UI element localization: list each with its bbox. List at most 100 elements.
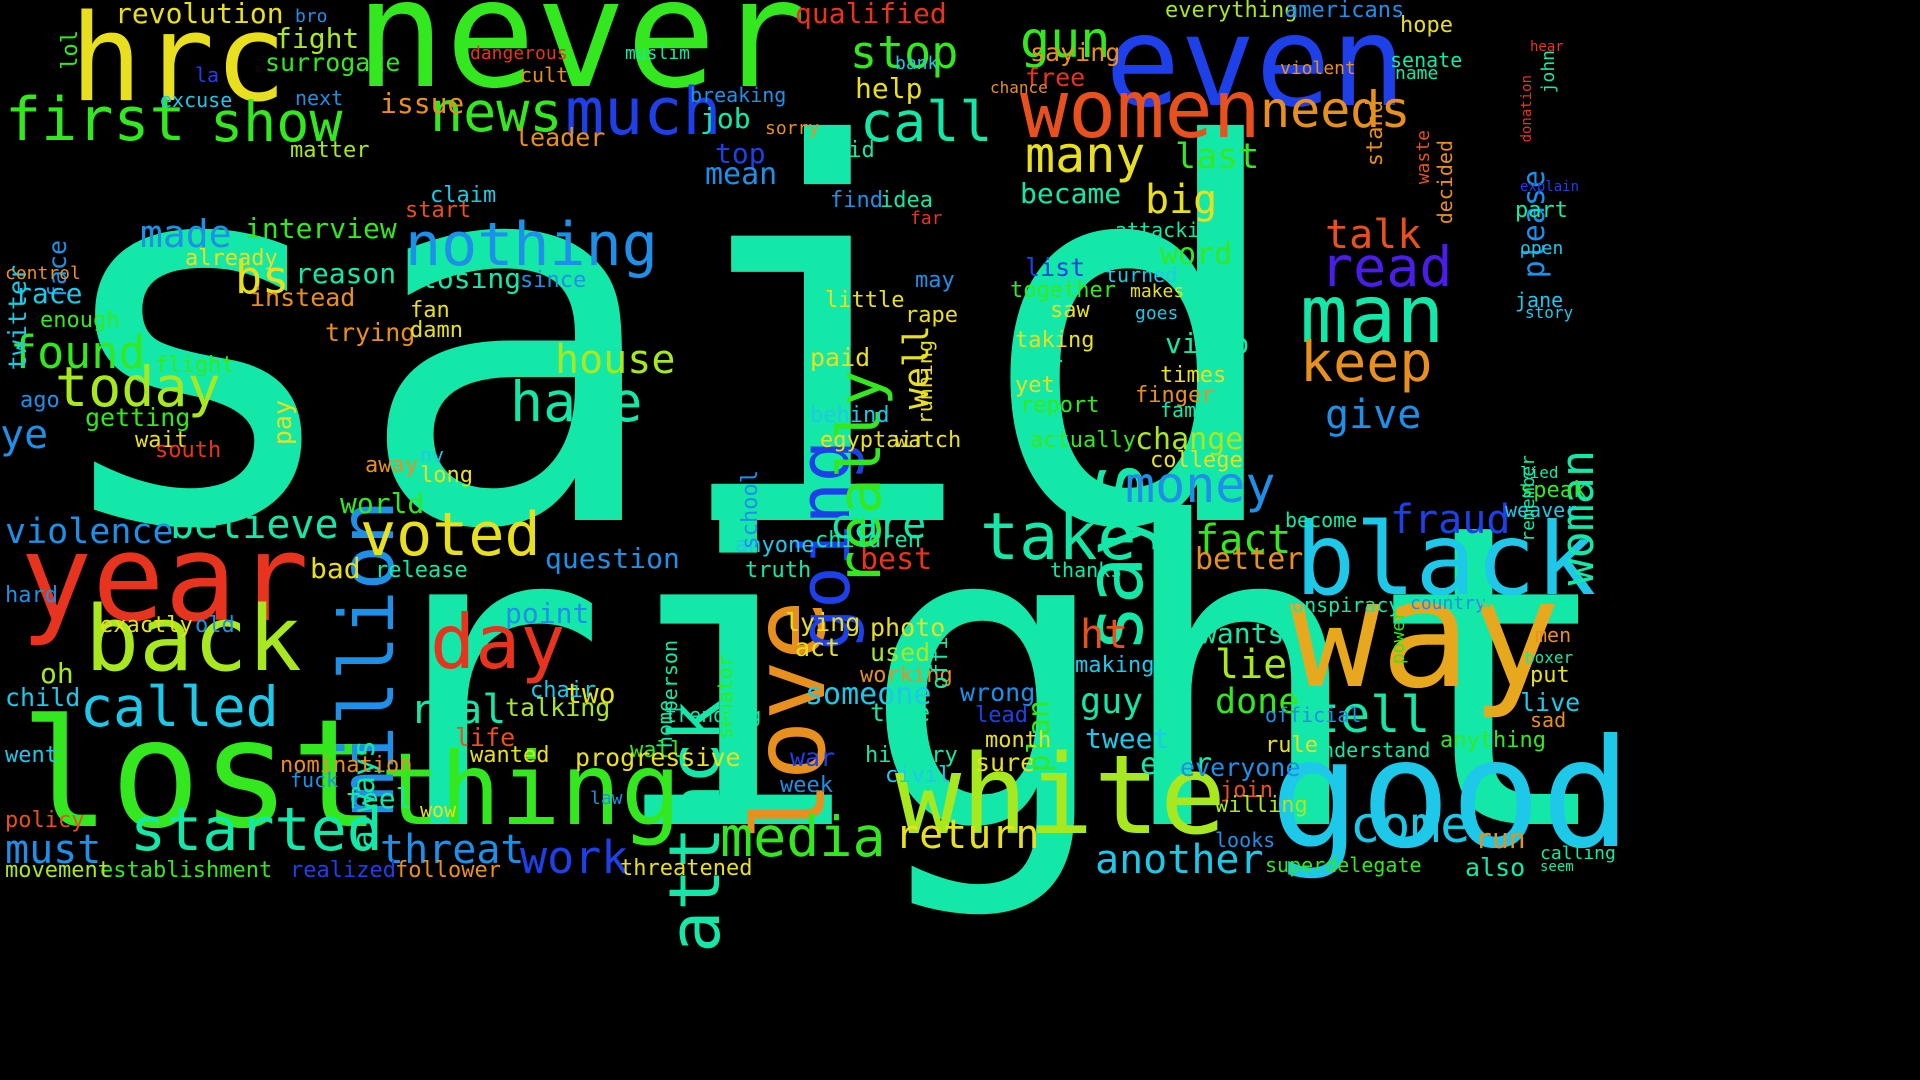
word-called: called: [80, 675, 279, 739]
word-fraud: fraud: [1390, 497, 1511, 543]
word-revolution: revolution: [115, 0, 284, 30]
word-together: together: [1010, 278, 1116, 303]
word-running: running: [913, 339, 937, 425]
word-nv: nv: [420, 443, 445, 467]
word-month: month: [985, 728, 1052, 753]
word-white: white: [895, 731, 1227, 859]
word-job: job: [700, 102, 751, 135]
word-part: part: [1515, 198, 1568, 223]
word-true: true: [870, 698, 931, 727]
word-hope: hope: [1400, 13, 1453, 38]
word-sure: sure: [975, 748, 1036, 777]
word-understand: understand: [1310, 738, 1431, 762]
word-lied: lied: [1520, 463, 1559, 482]
word-feel: feel: [345, 782, 413, 815]
word-realized: realized: [290, 858, 396, 883]
word-name: name: [1395, 63, 1439, 84]
word-nomination: nomination: [280, 753, 413, 778]
word-fact: fact: [1195, 517, 1292, 563]
word-week: week: [780, 773, 833, 798]
word-idea: idea: [880, 188, 933, 213]
word-best: best: [860, 542, 933, 577]
word-good: good: [1270, 708, 1632, 882]
word-family: family: [1160, 398, 1233, 422]
word-threatened: threatened: [620, 856, 753, 881]
word-talk: talk: [1325, 212, 1422, 258]
word-life: life: [455, 723, 516, 752]
word-list: list: [1025, 253, 1086, 282]
word-many: many: [1025, 126, 1146, 184]
word-damn: damn: [410, 318, 463, 343]
word-ever: ever: [1140, 747, 1213, 782]
word-may: may: [915, 268, 955, 293]
word-women: women: [1020, 63, 1261, 156]
word-lying: lying: [785, 608, 861, 637]
word-history: history: [865, 743, 958, 768]
word-release: release: [375, 558, 468, 583]
word-behind: behind: [810, 403, 890, 428]
word-join: join: [1220, 778, 1273, 803]
word-everyone: everyone: [1180, 753, 1301, 782]
word-times: times: [1160, 363, 1227, 388]
word-nothing: nothing: [405, 210, 658, 280]
word-making: making: [1075, 653, 1155, 678]
word-flight: flight: [155, 353, 235, 378]
word-became: became: [1020, 177, 1122, 210]
word-gun: gun: [1020, 11, 1111, 69]
word-calling: calling: [1540, 843, 1616, 864]
word-lol: lol: [58, 29, 83, 70]
word-ago: ago: [20, 388, 60, 413]
word-jane: jane: [1515, 288, 1564, 312]
word-ht: ht: [1080, 612, 1129, 658]
word-speak: speak: [1520, 478, 1587, 503]
word-old: old: [195, 613, 235, 638]
word-care: care: [830, 502, 927, 548]
word-taking: taking: [1015, 328, 1095, 353]
word-wait: wait: [135, 428, 188, 453]
word-change: change: [1135, 422, 1244, 457]
word-help: help: [855, 72, 923, 105]
word-leader: leader: [515, 123, 606, 152]
word-live: live: [1520, 688, 1581, 717]
word-bs: bs: [235, 251, 290, 304]
word-donation: donation: [1519, 74, 1535, 143]
word-yet: yet: [1015, 373, 1055, 398]
word-today: today: [55, 355, 221, 419]
word-country: country: [1410, 593, 1486, 614]
word-become: become: [1285, 508, 1358, 532]
word-story: story: [1525, 303, 1574, 322]
word-exactly: exactly: [100, 613, 193, 638]
word-someone: someone: [805, 677, 932, 712]
word-long: long: [420, 463, 473, 488]
word-house: house: [555, 337, 676, 383]
word-question: question: [545, 542, 680, 575]
word-chance: chance: [990, 78, 1048, 97]
word-hard: hard: [5, 583, 58, 608]
word-wants: wants: [1200, 617, 1285, 650]
word-violent: violent: [1280, 58, 1356, 79]
word-top: top: [715, 137, 766, 170]
word-kid: kid: [835, 138, 875, 163]
word-cult: cult: [520, 63, 569, 87]
word-paid: paid: [810, 343, 871, 372]
word-find: find: [830, 188, 883, 213]
word-hear: hear: [1530, 39, 1564, 55]
word-qualified: qualified: [795, 0, 947, 30]
word-willing: willing: [1215, 793, 1308, 818]
word-big: big: [1145, 177, 1218, 223]
word-black: black: [1295, 501, 1597, 618]
word-believe: believe: [170, 502, 339, 548]
word-much: much: [565, 75, 722, 150]
word-lie: lie: [1215, 642, 1288, 688]
word-two: two: [565, 677, 616, 710]
word-sad: sad: [1530, 708, 1567, 732]
word-report: report: [1020, 393, 1100, 418]
word-law: law: [590, 788, 623, 809]
word-war: war: [790, 743, 836, 772]
word-bro: bro: [295, 6, 328, 27]
word-use: use: [1480, 588, 1517, 612]
word-sorry: sorry: [765, 118, 820, 139]
word-news: news: [430, 80, 563, 144]
word-world: world: [340, 487, 425, 520]
word-progressive: progressive: [575, 743, 741, 772]
